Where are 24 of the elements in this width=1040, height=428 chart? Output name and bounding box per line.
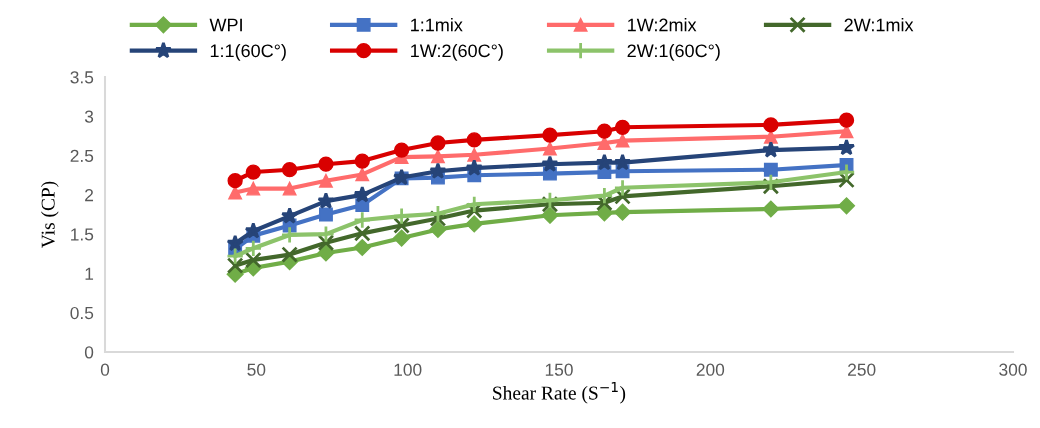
y-tick-label: 3 [84,110,94,123]
x-tick-label: 100 [394,363,422,376]
x-tick-label: 300 [999,363,1027,376]
legend-label: 1W:2(60C°) [411,43,503,61]
x-tick-label: 150 [545,363,573,376]
y-tick-label: 1.5 [71,228,94,241]
x-tick-label: 250 [848,363,876,376]
legend-label: 1W:2mix [628,18,697,32]
y-tick-label: 0.5 [70,306,94,320]
y-tick-label: 2.5 [70,149,94,163]
x-tick-label: 0 [100,363,110,376]
x-tick-label: 50 [247,363,266,376]
x-tick-label: 200 [696,363,725,376]
y-tick-label: 2 [85,189,94,202]
legend-label: 1:1mix [411,18,463,32]
legend-label: 2W:1mix [844,18,914,32]
y-tick-label: 1 [85,267,94,280]
legend-label: 2W:1(60C°) [627,43,720,61]
y-tick-label: 0 [84,346,94,359]
legend-label: WPI [209,18,242,32]
y-tick-label: 3.5 [70,71,94,84]
x-axis-title: Shear Rate (S$^{−1}$) [493,382,626,404]
legend-label: 1:1(60C°) [210,43,286,61]
y-axis-title: Vis (CP) [41,181,59,248]
